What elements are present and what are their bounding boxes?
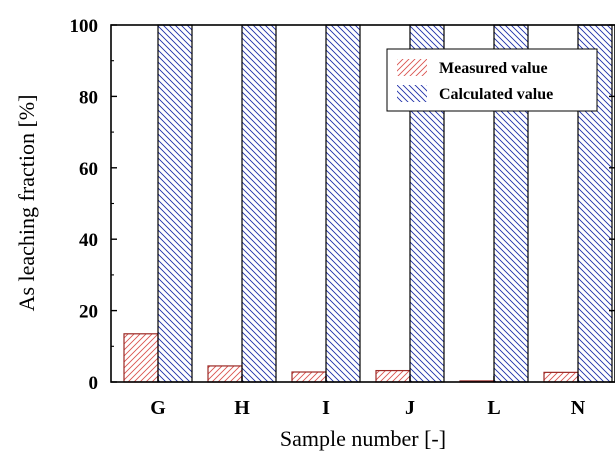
x-tick-label-h: H	[234, 397, 250, 419]
y-axis: 0 20 40 60 80 100	[70, 16, 615, 394]
bar-measured-n	[543, 371, 579, 383]
legend-swatch-measured	[397, 59, 427, 76]
y-tick-label-40: 40	[79, 230, 98, 251]
legend: Measured value Calculated value	[386, 48, 598, 112]
bar-measured-h	[207, 365, 243, 383]
legend-label-measured: Measured value	[439, 60, 548, 77]
y-axis-label: As leaching fraction [%]	[14, 95, 39, 312]
x-tick-label-g: G	[150, 397, 166, 419]
bar-calculated-g	[157, 24, 193, 383]
x-axis-label: Sample number [-]	[280, 426, 446, 451]
y-tick-label-60: 60	[79, 159, 98, 180]
bar-measured-j	[375, 369, 411, 383]
x-tick-label-i: I	[322, 397, 330, 419]
bars-group	[123, 24, 613, 383]
bar-measured-g	[123, 333, 159, 383]
y-tick-label-80: 80	[79, 87, 98, 108]
y-tick-label-0: 0	[89, 373, 99, 394]
bar-calculated-i	[325, 24, 361, 383]
y-tick-label-100: 100	[70, 16, 99, 37]
x-tick-label-j: J	[405, 397, 415, 419]
bar-measured-i	[291, 371, 327, 383]
x-tick-label-n: N	[571, 397, 586, 419]
legend-label-calculated: Calculated value	[439, 86, 553, 103]
legend-swatch-calculated	[397, 85, 427, 102]
x-tick-label-l: L	[487, 397, 500, 419]
y-tick-label-20: 20	[79, 302, 98, 323]
bar-calculated-h	[241, 24, 277, 383]
